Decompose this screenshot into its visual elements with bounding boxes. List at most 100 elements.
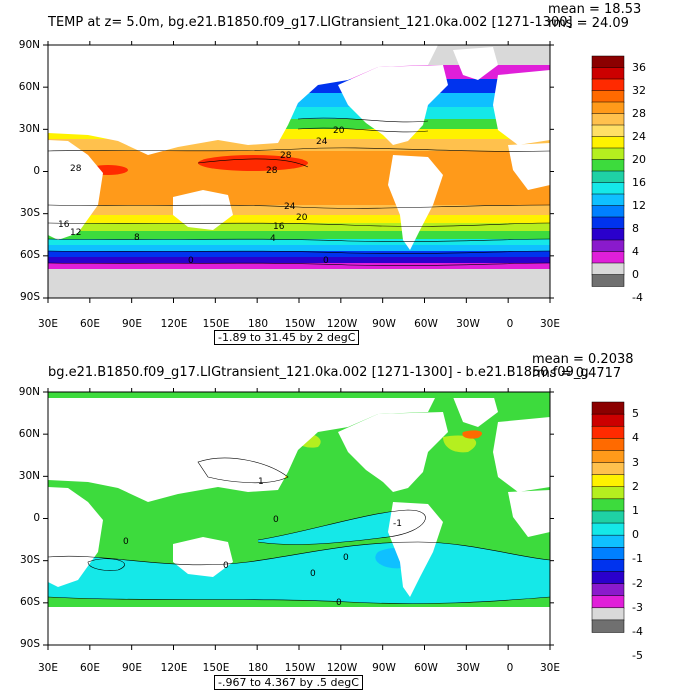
top-range-note: -1.89 to 31.45 by 2 degC [214,330,360,345]
bottom-mean: mean = 0.2038 [532,352,634,367]
bottom-contour-label: -1 [393,519,402,529]
bottom-contour-label: 0 [123,537,129,547]
colorbar-swatch [591,205,625,218]
bottom-contour-label: 0 [336,598,342,608]
top-lat-label: 60S [19,249,40,261]
bottom-lon-label: 150E [202,662,230,674]
colorbar-swatch [591,182,625,195]
colorbar-swatch [591,90,625,103]
bottom-lon-label: 90W [372,662,396,674]
colorbar-swatch [591,607,625,621]
bottom-lon-label: 60W [414,662,438,674]
colorbar-swatch [591,262,625,276]
colorbar-label: 32 [632,83,646,97]
colorbar-swatch [591,438,625,452]
colorbar-swatch [591,595,625,609]
colorbar-label: -4 [632,625,643,638]
top-lat-label: 60N [18,81,40,93]
colorbar-label: -3 [632,600,643,614]
bottom-lon-label: 120W [326,662,358,674]
bottom-colorbar [591,401,625,633]
bottom-map: 0 0 0 0 0 0 1 -1 [43,388,554,650]
colorbar-label: 0 [632,528,639,542]
colorbar-swatch [591,78,625,92]
bottom-lat-label: 90S [19,638,40,650]
bottom-lat-label: 90N [18,386,40,398]
colorbar-swatch [591,571,625,585]
top-lon-label: 0 [506,318,514,330]
top-lon-label: 120E [160,318,188,330]
colorbar-swatch [591,510,625,524]
top-lon-label: 30W [456,318,480,330]
colorbar-swatch [591,170,625,184]
bottom-contour-label: 0 [310,569,316,579]
top-lon-label: 30E [540,318,560,330]
colorbar-label: 0 [632,267,639,281]
colorbar-label: 28 [632,106,646,120]
colorbar-swatch [591,462,625,476]
bottom-lon-label: 90E [122,662,142,674]
bottom-lon-label: 180 [247,662,269,674]
bottom-lat-label: 60S [19,596,40,608]
top-contour-label: 8 [134,233,140,243]
top-contour-label: 20 [296,213,308,223]
bottom-contour-label: 0 [273,515,279,525]
bottom-contour-label: 0 [343,553,349,563]
top-contour-label: 16 [273,222,285,232]
colorbar-swatch [591,193,625,207]
colorbar-label: -5 [632,649,643,663]
colorbar-swatch [591,486,625,500]
top-contour-label: 20 [333,126,345,136]
colorbar-swatch [591,498,625,512]
colorbar-label: 20 [632,152,646,166]
bottom-contour-label: 1 [258,477,264,487]
colorbar-label: 8 [632,221,639,235]
colorbar-swatch [591,559,625,573]
bottom-lat-label: 30S [19,554,40,566]
top-lon-label: 180 [247,318,269,330]
top-contour-label: 0 [188,256,194,266]
colorbar-swatch [591,113,625,126]
top-lon-label: 90E [122,318,142,330]
top-contour-label: 16 [58,220,70,230]
top-panel: TEMP at z= 5.0m, bg.e21.B1850.f09_g17.LI… [18,2,646,345]
bottom-lon-label: 30E [38,662,58,674]
top-lon-label: 60E [80,318,100,330]
top-contour-label: 12 [70,228,81,238]
bottom-panel: bg.e21.B1850.f09_g17.LIGtransient_121.0k… [0,350,700,700]
colorbar-swatch [591,450,625,464]
colorbar-swatch [591,67,625,80]
bottom-lon-label: 30W [456,662,480,674]
colorbar-swatch [591,251,625,264]
bottom-lat-label: 60N [18,428,40,440]
colorbar-swatch [591,547,625,561]
bottom-lon-label: 0 [506,662,514,674]
colorbar-label: 16 [632,175,646,189]
colorbar-swatch [591,425,625,440]
top-lon-label: 150E [202,318,230,330]
bottom-lon-label: 150W [284,662,316,674]
bottom-rms: rms = 0.4717 [532,366,622,381]
bottom-lon-label: 60E [80,662,100,674]
top-lat-label: 30S [19,207,40,219]
colorbar-swatch [591,216,625,230]
top-contour-label: 4 [270,234,276,244]
top-lon-label: 30E [38,318,58,330]
top-lat-label: 90S [19,291,40,303]
colorbar-label: -4 [632,290,643,304]
colorbar-swatch [591,147,625,161]
top-map: 28 28 28 24 24 20 20 16 16 12 8 4 0 0 [43,41,554,303]
colorbar-label: 5 [632,407,639,421]
colorbar-label: 3 [632,455,639,469]
top-title: TEMP at z= 5.0m, bg.e21.B1850.f09_g17.LI… [48,15,573,30]
bottom-lat-label: 0 [33,512,40,524]
bottom-title: bg.e21.B1850.f09_g17.LIGtransient_121.0k… [48,365,589,380]
colorbar-swatch [591,101,625,115]
top-rms: rms = 24.09 [548,16,629,31]
colorbar-swatch [591,274,625,287]
top-lat-label: 0 [33,165,40,177]
colorbar-label: -2 [632,576,643,590]
colorbar-swatch [591,239,625,253]
colorbar-swatch [591,534,625,549]
colorbar-swatch [591,124,625,138]
